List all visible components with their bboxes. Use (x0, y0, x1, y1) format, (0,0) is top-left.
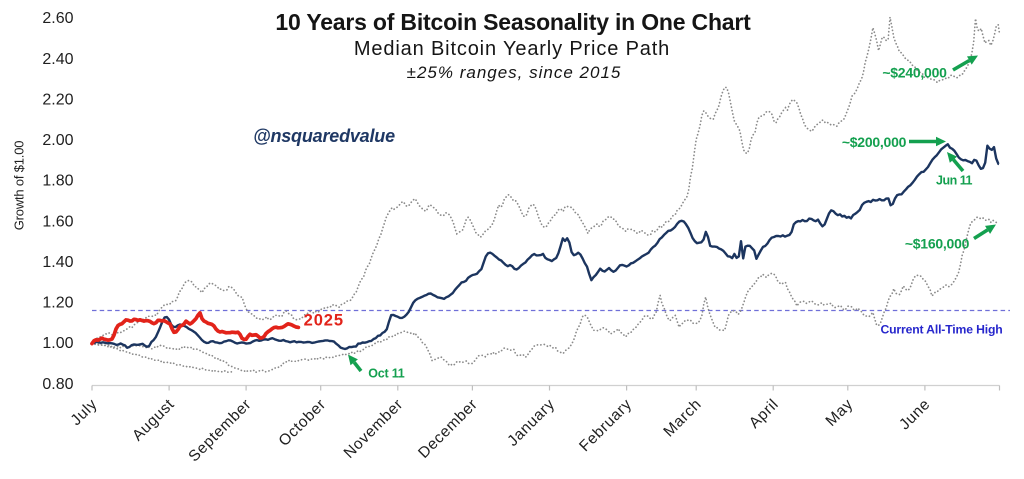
svg-text:~$240,000: ~$240,000 (882, 65, 947, 81)
svg-text:0.80: 0.80 (42, 376, 73, 393)
svg-text:2.20: 2.20 (42, 92, 73, 109)
svg-text:Growth of $1.00: Growth of $1.00 (12, 141, 27, 231)
svg-text:1.40: 1.40 (42, 254, 73, 271)
svg-text:10 Years of Bitcoin Seasonalit: 10 Years of Bitcoin Seasonality in One C… (275, 9, 751, 35)
svg-text:Median Bitcoin Yearly Price Pa: Median Bitcoin Yearly Price Path (354, 38, 670, 60)
svg-text:~$160,000: ~$160,000 (905, 236, 970, 252)
svg-text:2025: 2025 (304, 312, 344, 330)
svg-text:2.60: 2.60 (42, 10, 73, 27)
svg-text:~$200,000: ~$200,000 (842, 134, 907, 150)
svg-text:Current All-Time High: Current All-Time High (880, 323, 1002, 337)
svg-text:±25% ranges, since 2015: ±25% ranges, since 2015 (407, 63, 622, 82)
svg-text:1.80: 1.80 (42, 173, 73, 190)
svg-text:@nsquaredvalue: @nsquaredvalue (253, 126, 395, 146)
svg-text:1.00: 1.00 (42, 335, 73, 352)
svg-text:Jun 11: Jun 11 (936, 174, 972, 188)
svg-text:2.40: 2.40 (42, 51, 73, 68)
svg-text:Oct 11: Oct 11 (368, 367, 405, 381)
svg-text:1.60: 1.60 (42, 213, 73, 230)
svg-text:1.20: 1.20 (42, 295, 73, 312)
svg-text:2.00: 2.00 (42, 132, 73, 149)
